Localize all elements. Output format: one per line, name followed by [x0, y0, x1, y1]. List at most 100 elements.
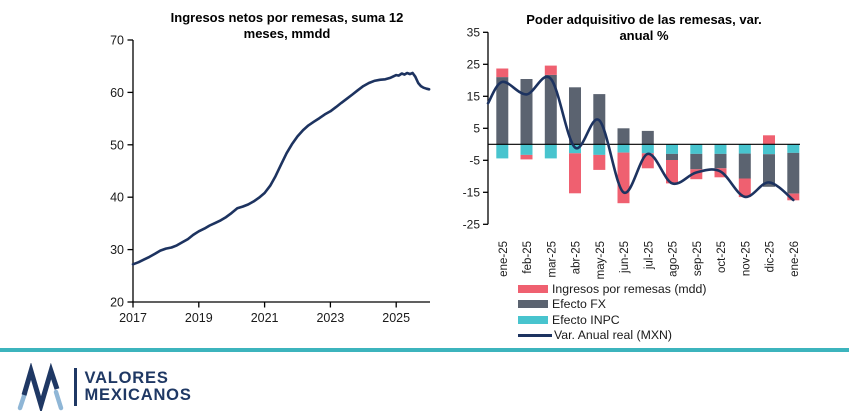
bar-segment	[544, 144, 557, 159]
x-category-label: may-25	[595, 241, 607, 279]
y-tick-label: 35	[467, 26, 481, 40]
y-tick-label: -25	[463, 218, 481, 232]
pink-swatch	[518, 284, 548, 293]
x-tick-label: 2017	[119, 311, 147, 325]
bar-segment	[520, 154, 533, 160]
logo-m-accent-right	[53, 389, 64, 411]
bar-segment	[496, 77, 509, 145]
bar-segment	[569, 153, 581, 194]
bar-segment	[738, 144, 751, 154]
bar-segment	[617, 144, 630, 153]
bar-segment	[714, 144, 727, 154]
bar-segment	[593, 154, 606, 170]
x-category-label: abr-25	[571, 241, 583, 274]
x-tick-label: 2023	[316, 311, 344, 325]
bar-segment	[617, 128, 630, 145]
right-chart-title-line1: Poder adquisitivo de las remesas, var.	[526, 12, 762, 27]
bar-segment	[763, 135, 775, 145]
bar-segment	[666, 160, 678, 184]
bar-segment	[617, 152, 630, 204]
left-chart-title-line1: Ingresos netos por remesas, suma 12	[170, 10, 404, 25]
logo-m-icon	[17, 363, 64, 411]
bar-segment	[787, 152, 800, 194]
legend-item-label: Efecto FX	[552, 297, 606, 312]
y-tick-label: 15	[467, 90, 481, 104]
bar-segment	[690, 169, 703, 180]
y-tick-label: -5	[469, 154, 480, 168]
x-tick-label: 2025	[382, 311, 410, 325]
bar-segment	[690, 153, 703, 170]
legend-item-label: Var. Anual real (MXN)	[554, 328, 673, 343]
bar-segment	[544, 65, 557, 75]
y-tick-label: 60	[110, 86, 124, 100]
bar-segment	[496, 144, 509, 159]
logo-m-main	[21, 363, 60, 411]
remittances-line-series	[131, 71, 431, 266]
logo-m-accent-left	[17, 390, 28, 411]
gray-swatch	[518, 300, 548, 309]
bar-segment	[641, 130, 654, 145]
bar-segment	[763, 154, 775, 187]
teal-divider	[0, 348, 849, 352]
cyan-swatch	[518, 315, 548, 324]
navy-line-swatch	[518, 333, 552, 337]
y-tick-label: 5	[473, 122, 480, 136]
x-category-label: ene-25	[498, 241, 510, 277]
left-chart-title: Ingresos netos por remesas, suma 12 mese…	[137, 10, 437, 42]
bar-segment	[520, 79, 533, 145]
legend-item: Var. Anual real (MXN)	[518, 328, 706, 344]
y-tick-label: 50	[110, 138, 124, 152]
bar-segment	[714, 153, 727, 169]
bar-segment	[641, 144, 654, 154]
y-tick-label: 25	[467, 58, 481, 72]
bar-segment	[544, 74, 557, 145]
logo-text: VALORES MEXICANOS	[85, 370, 192, 404]
bar-segment	[738, 178, 751, 198]
legend-item: Ingresos por remesas (mdd)	[518, 281, 706, 297]
bar-segment	[763, 144, 775, 155]
legend-item: Efecto FX	[518, 297, 706, 313]
logo-separator	[74, 368, 77, 406]
y-tick-label: 20	[110, 296, 124, 310]
left-chart-title-line2: meses, mmdd	[243, 26, 331, 41]
remittances-line-chart: 20 30 40 50 60 70 2017 2019 2021 2023 2025	[110, 34, 431, 325]
y-tick-label: -15	[463, 186, 481, 200]
bar-segment	[569, 87, 581, 145]
bar-segment	[593, 144, 606, 155]
bar-segment	[496, 68, 509, 78]
legend-item-label: Efecto INPC	[552, 312, 620, 327]
x-tick-label: 2021	[251, 311, 279, 325]
x-category-label: feb-25	[522, 241, 534, 274]
legend-item-label: Ingresos por remesas (mdd)	[552, 281, 707, 296]
right-chart-title-line2: anual %	[619, 28, 669, 43]
x-category-label: mar-25	[546, 241, 558, 277]
x-tick-label: 2019	[185, 311, 213, 325]
logo-text-line2: MEXICANOS	[84, 386, 192, 404]
real-annual-var-line	[486, 75, 795, 202]
right-chart-title: Poder adquisitivo de las remesas, var. a…	[474, 12, 814, 44]
bar-segment	[690, 144, 703, 154]
y-tick-label: 40	[110, 191, 124, 205]
bar-segment	[520, 144, 533, 155]
bar-segment	[666, 144, 678, 154]
logo: VALORES MEXICANOS	[12, 363, 192, 411]
bar-segment	[787, 193, 800, 201]
x-category-label: ago-25	[668, 241, 680, 277]
x-category-label: jun-25	[619, 241, 631, 274]
x-category-label: dic-25	[765, 241, 777, 272]
x-category-label: jul-25	[643, 241, 655, 270]
x-category-label: ene-26	[789, 241, 801, 277]
legend-item: Efecto INPC	[518, 312, 706, 328]
purchasing-power-chart: -25 -15 -5 5 15 25 35 ene-25 feb-25 mar-25 abr-25 m…	[463, 26, 801, 280]
x-category-label: oct-25	[716, 241, 728, 273]
x-category-label: nov-25	[740, 241, 752, 276]
bar-segment	[738, 153, 751, 179]
bar-segment	[666, 153, 678, 160]
chart-legend: Ingresos por remesas (mdd) Efecto FX Efect…	[518, 281, 706, 343]
y-tick-label: 70	[110, 34, 124, 48]
logo-text-line1: VALORES	[84, 369, 169, 387]
x-category-label: sep-25	[692, 241, 704, 276]
bar-segment	[787, 144, 800, 153]
